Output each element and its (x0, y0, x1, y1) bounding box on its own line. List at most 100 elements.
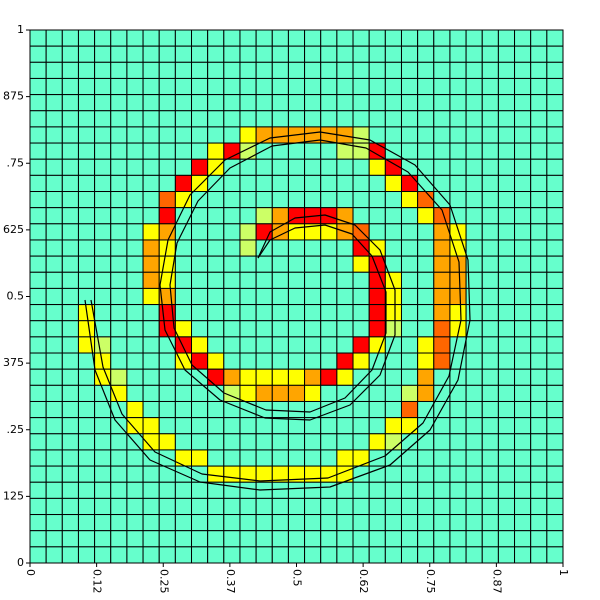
heatmap-cell (352, 239, 370, 257)
heatmap-cell (174, 77, 193, 96)
heatmap-cell (45, 384, 63, 402)
heatmap-cell (497, 514, 516, 532)
heatmap-cell (530, 465, 548, 483)
heatmap-cell (271, 384, 289, 402)
heatmap-cell (29, 530, 47, 548)
heatmap-cell (94, 223, 112, 241)
heatmap-cell (126, 546, 144, 564)
heatmap-cell (142, 142, 160, 160)
heatmap-cell (61, 368, 79, 386)
heatmap-cell (223, 497, 241, 516)
heatmap-cell (110, 336, 128, 354)
heatmap-cell (94, 368, 112, 386)
heatmap-cell (29, 352, 47, 370)
heatmap-cell (352, 45, 370, 63)
heatmap-cell (481, 45, 499, 63)
heatmap-cell (61, 417, 79, 435)
heatmap-cell (255, 45, 273, 63)
heatmap-cell (433, 320, 451, 338)
heatmap-cell (514, 223, 532, 241)
heatmap-cell (110, 287, 128, 306)
heatmap-cell (158, 546, 176, 564)
heatmap-cell (481, 255, 499, 273)
heatmap-cell (320, 465, 338, 483)
heatmap-cell (433, 239, 451, 257)
heatmap-cell (433, 110, 451, 128)
heatmap-cell (271, 207, 289, 225)
heatmap-cell (465, 449, 483, 467)
heatmap-cell (255, 368, 273, 386)
heatmap-cell (352, 304, 370, 322)
heatmap-cell (142, 465, 160, 483)
heatmap-cell (546, 45, 564, 63)
heatmap-cell (271, 449, 289, 467)
heatmap-cell (304, 530, 322, 548)
heatmap-cell (530, 368, 548, 386)
heatmap-cell (287, 110, 306, 128)
heatmap-cell (77, 158, 96, 176)
heatmap-cell (320, 530, 338, 548)
heatmap-cell (497, 255, 516, 273)
heatmap-cell (174, 336, 193, 354)
heatmap-cell (449, 433, 467, 451)
heatmap-cell (174, 142, 193, 160)
heatmap-cell (530, 77, 548, 96)
heatmap-cell (94, 126, 112, 144)
heatmap-cell (449, 61, 467, 79)
heatmap-cell (320, 514, 338, 532)
heatmap-cell (530, 126, 548, 144)
heatmap-cell (497, 497, 516, 516)
heatmap-cell (368, 433, 386, 451)
heatmap-cell (94, 77, 112, 96)
y-tick-label: 0 (17, 556, 24, 569)
heatmap-cell (207, 433, 225, 451)
heatmap-cell (514, 255, 532, 273)
heatmap-cell (61, 77, 79, 96)
heatmap-cell (417, 126, 435, 144)
heatmap-cell (77, 368, 96, 386)
heatmap-cell (110, 94, 128, 112)
heatmap-cell (239, 320, 257, 338)
heatmap-cell (191, 546, 209, 564)
heatmap-cell (126, 336, 144, 354)
heatmap-cell (239, 352, 257, 370)
heatmap-cell (449, 191, 467, 209)
heatmap-cell (352, 433, 370, 451)
heatmap-cell (514, 514, 532, 532)
heatmap-cell (94, 417, 112, 435)
heatmap-cell (45, 174, 63, 193)
heatmap-cell (29, 29, 47, 47)
heatmap-cell (449, 142, 467, 160)
heatmap-cell (368, 546, 386, 564)
heatmap-cell (45, 320, 63, 338)
heatmap-cell (45, 546, 63, 564)
heatmap-cell (304, 77, 322, 96)
heatmap-cell (336, 110, 354, 128)
heatmap-cell (384, 384, 402, 402)
heatmap-cell (45, 110, 63, 128)
heatmap-cell (77, 465, 96, 483)
heatmap-cell (481, 368, 499, 386)
heatmap-cell (61, 481, 79, 499)
heatmap-cell (546, 126, 564, 144)
heatmap-cell (368, 336, 386, 354)
heatmap-cell (255, 304, 273, 322)
heatmap-cell (45, 449, 63, 467)
heatmap-cell (433, 255, 451, 273)
heatmap-cell (546, 352, 564, 370)
x-tick-label: 0.37 (224, 569, 237, 594)
heatmap-cell (497, 336, 516, 354)
heatmap-cell (110, 110, 128, 128)
heatmap-cell (223, 94, 241, 112)
heatmap-cell (497, 304, 516, 322)
heatmap-cell (271, 61, 289, 79)
heatmap-cell (61, 304, 79, 322)
heatmap-cell (384, 304, 402, 322)
heatmap-cell (352, 287, 370, 306)
heatmap-cell (110, 45, 128, 63)
heatmap-cell (514, 142, 532, 160)
heatmap-cell (77, 126, 96, 144)
heatmap-cell (126, 191, 144, 209)
heatmap-cell (433, 94, 451, 112)
heatmap-cell (207, 158, 225, 176)
